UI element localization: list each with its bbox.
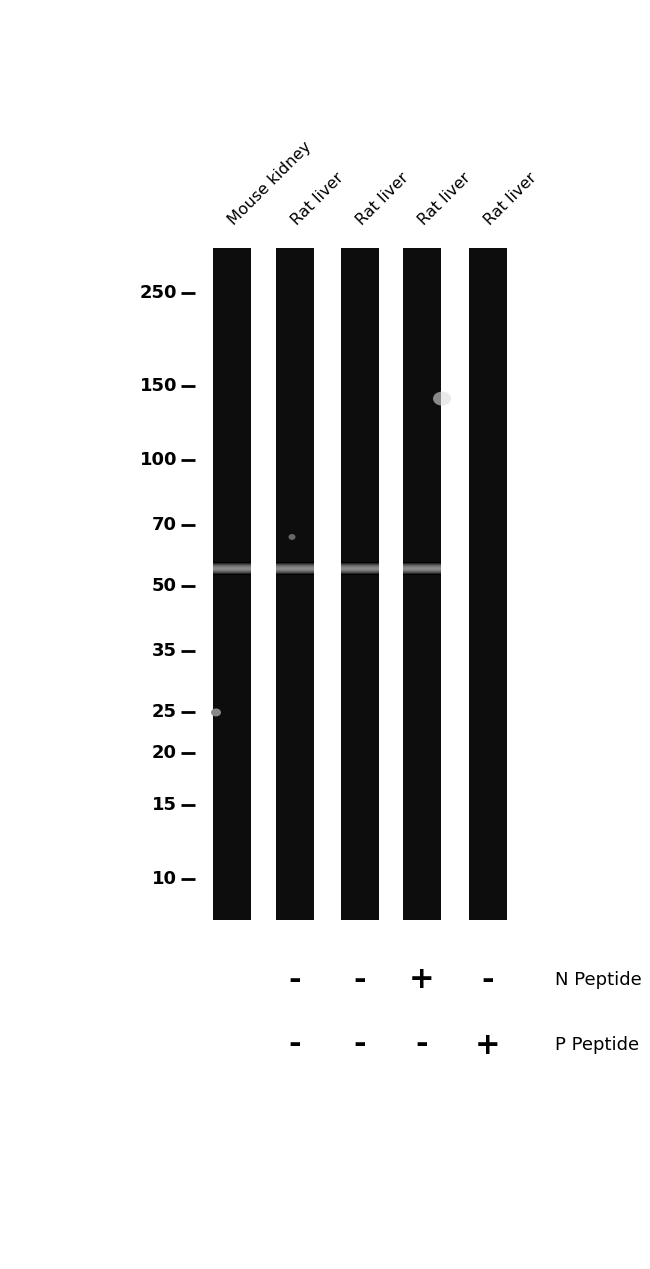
Text: 50: 50: [152, 577, 177, 595]
Text: -: -: [416, 1030, 428, 1060]
Text: +: +: [475, 1030, 500, 1060]
Text: -: -: [289, 1030, 302, 1060]
Ellipse shape: [289, 534, 296, 541]
Bar: [276, 247, 314, 920]
Text: Rat liver: Rat liver: [482, 170, 540, 228]
Text: Mouse kidney: Mouse kidney: [226, 140, 315, 228]
Text: 15: 15: [152, 797, 177, 815]
Text: N Peptide: N Peptide: [555, 971, 642, 989]
Bar: [469, 247, 507, 920]
Text: +: +: [410, 966, 435, 995]
Text: 70: 70: [152, 516, 177, 534]
Text: 25: 25: [152, 703, 177, 722]
Ellipse shape: [433, 392, 451, 406]
Text: 35: 35: [152, 642, 177, 660]
Text: Rat liver: Rat liver: [415, 170, 473, 228]
Text: P Peptide: P Peptide: [555, 1036, 639, 1055]
Text: Rat liver: Rat liver: [354, 170, 411, 228]
Bar: [213, 247, 251, 920]
Text: -: -: [482, 966, 494, 995]
Text: -: -: [289, 966, 302, 995]
Text: -: -: [354, 966, 367, 995]
Text: 250: 250: [140, 284, 177, 302]
Text: 150: 150: [140, 377, 177, 395]
Text: 100: 100: [140, 450, 177, 468]
Bar: [403, 247, 441, 920]
Ellipse shape: [211, 708, 221, 717]
Text: 20: 20: [152, 744, 177, 763]
Text: Rat liver: Rat liver: [289, 170, 346, 228]
Bar: [341, 247, 379, 920]
Text: 10: 10: [152, 871, 177, 888]
Text: -: -: [354, 1030, 367, 1060]
